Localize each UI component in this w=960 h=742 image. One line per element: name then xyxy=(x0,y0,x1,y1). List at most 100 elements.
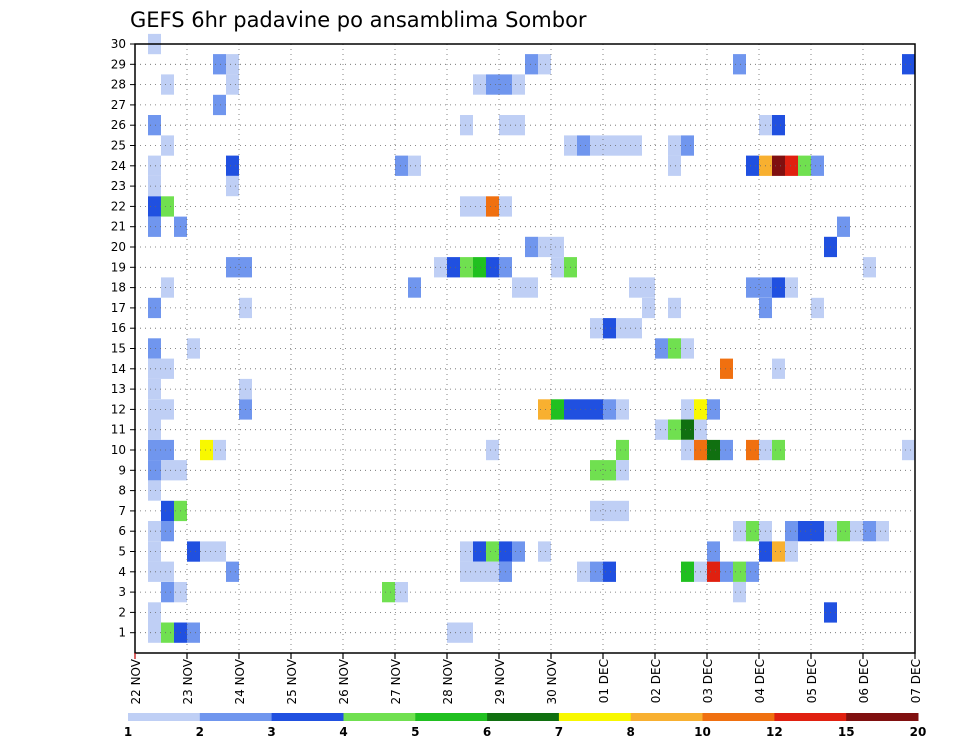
colorbar-swatch xyxy=(846,713,919,721)
heatmap-cell xyxy=(486,196,499,217)
heatmap-cell xyxy=(447,257,460,278)
heatmap-cell xyxy=(148,439,161,461)
heatmap-cell xyxy=(460,115,473,136)
heatmap-cell xyxy=(213,94,226,116)
x-tick-label: 30 NOV xyxy=(545,658,559,704)
heatmap-cell xyxy=(603,399,616,420)
heatmap-cell xyxy=(655,419,668,440)
y-tick-label: 10 xyxy=(111,443,126,457)
y-tick-label: 1 xyxy=(118,626,126,640)
heatmap-cell xyxy=(473,196,486,217)
heatmap-cell xyxy=(668,135,681,156)
heatmap-cell xyxy=(668,419,681,440)
heatmap-cell xyxy=(603,500,616,522)
heatmap-cell xyxy=(733,582,746,603)
heatmap-cell xyxy=(746,277,759,298)
heatmap-cell xyxy=(837,521,850,542)
colorbar-swatch xyxy=(774,713,847,721)
heatmap-cell xyxy=(616,500,629,522)
heatmap-cell xyxy=(720,561,733,582)
heatmap-cell xyxy=(603,135,616,156)
heatmap-cell xyxy=(460,257,473,278)
colorbar-label: 1 xyxy=(124,725,132,739)
heatmap-cell xyxy=(707,399,720,420)
colorbar-swatch xyxy=(702,713,775,721)
heatmap-cell xyxy=(148,399,161,420)
heatmap-cell xyxy=(161,196,174,217)
heatmap-cell xyxy=(590,318,603,339)
heatmap-cell xyxy=(148,175,161,197)
heatmap-cell xyxy=(148,297,161,319)
heatmap-cell xyxy=(148,460,161,481)
chart-title: GEFS 6hr padavine po ansamblima Sombor xyxy=(130,8,587,32)
heatmap-cell xyxy=(486,561,499,582)
heatmap-cell xyxy=(148,419,161,440)
colorbar-swatch xyxy=(271,713,344,721)
heatmap-cell xyxy=(772,155,785,176)
heatmap-cell xyxy=(187,338,200,359)
heatmap-cell xyxy=(473,541,486,562)
heatmap-cell xyxy=(226,257,239,278)
colorbar-swatch xyxy=(199,713,273,721)
heatmap-cell xyxy=(512,541,525,562)
heatmap-cell xyxy=(733,561,746,582)
y-tick-label: 21 xyxy=(111,220,126,234)
colorbar-label: 12 xyxy=(766,725,783,739)
y-tick-label: 28 xyxy=(111,78,126,92)
heatmap-cell xyxy=(460,196,473,217)
colorbar-swatch xyxy=(487,713,560,721)
x-tick-label: 05 DEC xyxy=(805,659,819,703)
heatmap-cells xyxy=(148,33,915,643)
y-tick-label: 23 xyxy=(111,179,126,193)
heatmap-cell xyxy=(590,500,603,522)
colorbar-swatch xyxy=(415,713,488,721)
heatmap-cell xyxy=(668,338,681,359)
heatmap-cell xyxy=(447,622,460,643)
heatmap-cell xyxy=(668,155,681,176)
heatmap-cell xyxy=(538,236,551,258)
heatmap-cell xyxy=(148,338,161,359)
heatmap-cell xyxy=(473,74,486,95)
heatmap-cell xyxy=(395,155,408,176)
heatmap-cell xyxy=(525,54,538,75)
colorbar-label: 20 xyxy=(910,725,927,739)
heatmap-cell xyxy=(551,399,564,420)
colorbar-label: 2 xyxy=(196,725,204,739)
heatmap-cell xyxy=(395,582,408,603)
heatmap-cell xyxy=(512,277,525,298)
y-tick-label: 27 xyxy=(111,98,126,112)
heatmap-cell xyxy=(603,561,616,582)
heatmap-cell xyxy=(226,561,239,582)
heatmap-cell xyxy=(226,74,239,95)
y-tick-label: 18 xyxy=(111,281,126,295)
heatmap-cell xyxy=(161,277,174,298)
colorbar-swatch xyxy=(128,713,201,721)
y-tick-label: 3 xyxy=(118,585,126,599)
y-tick-label: 2 xyxy=(118,605,126,619)
y-tick-label: 9 xyxy=(118,463,126,477)
heatmap-cell xyxy=(161,460,174,481)
heatmap-cell xyxy=(148,521,161,542)
heatmap-cell xyxy=(681,561,694,582)
heatmap-cell xyxy=(746,439,759,461)
y-tick-label: 6 xyxy=(118,524,126,538)
heatmap-cell xyxy=(460,541,473,562)
heatmap-cell xyxy=(525,236,538,258)
heatmap-cell xyxy=(681,135,694,156)
heatmap-cell xyxy=(161,582,174,603)
heatmap-cell xyxy=(772,358,785,379)
heatmap-cell xyxy=(161,622,174,643)
y-tick-label: 5 xyxy=(118,545,126,559)
heatmap-cell xyxy=(616,318,629,339)
heatmap-cell xyxy=(473,257,486,278)
heatmap-cell xyxy=(538,541,551,562)
heatmap-cell xyxy=(811,521,824,542)
colorbar-label: 8 xyxy=(627,725,635,739)
heatmap-cell xyxy=(460,622,473,643)
heatmap-cell xyxy=(603,318,616,339)
heatmap-cell xyxy=(525,277,538,298)
heatmap-cell xyxy=(681,419,694,440)
grid-lines xyxy=(134,43,916,653)
heatmap-cell xyxy=(733,54,746,75)
heatmap-cell xyxy=(486,541,499,562)
